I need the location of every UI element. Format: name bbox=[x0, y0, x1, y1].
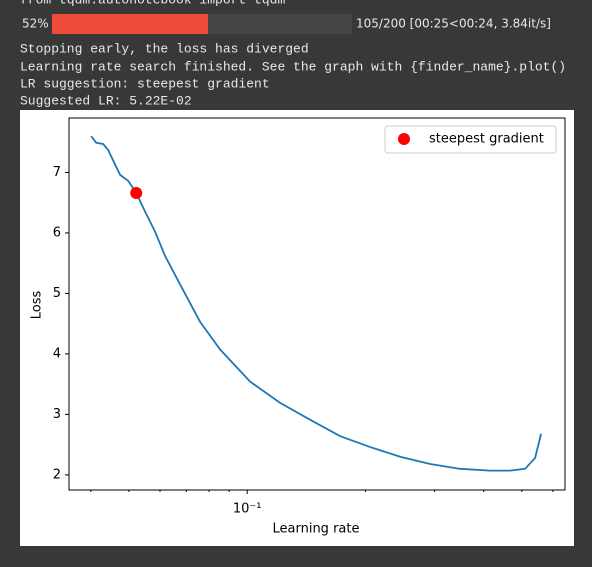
loss-curve bbox=[90, 135, 542, 472]
progress-percent: 52% bbox=[22, 17, 49, 31]
suggestion-point bbox=[130, 187, 143, 200]
chart-background bbox=[20, 110, 574, 546]
y-axis-label: Loss bbox=[30, 291, 45, 320]
legend-label: steepest gradient bbox=[429, 132, 544, 147]
x-axis-label: Learning rate bbox=[273, 522, 360, 537]
y-tick-label: 3 bbox=[53, 407, 61, 422]
x-tick-label: 10⁻¹ bbox=[233, 502, 262, 517]
axes-frame bbox=[68, 117, 566, 491]
y-tick-label: 7 bbox=[53, 165, 61, 180]
y-tick-label: 4 bbox=[53, 346, 61, 361]
y-tick-label: 2 bbox=[53, 467, 61, 482]
legend-box bbox=[384, 125, 557, 154]
header-line: from tqdm.autonotebook import tqdm bbox=[20, 0, 285, 7]
output-line: Learning rate search finished. See the g… bbox=[20, 59, 566, 74]
output-line: LR suggestion: steepest gradient bbox=[20, 76, 270, 91]
legend-marker bbox=[398, 133, 410, 145]
progress-fill bbox=[52, 14, 208, 34]
y-tick-label: 6 bbox=[53, 225, 61, 240]
y-tick-label: 5 bbox=[53, 286, 61, 301]
output-line: Suggested LR: 5.22E-02 bbox=[20, 93, 192, 108]
progress-status: 105/200 [00:25<00:24, 3.84it/s] bbox=[356, 17, 551, 31]
output-line: Stopping early, the loss has diverged bbox=[20, 41, 309, 56]
